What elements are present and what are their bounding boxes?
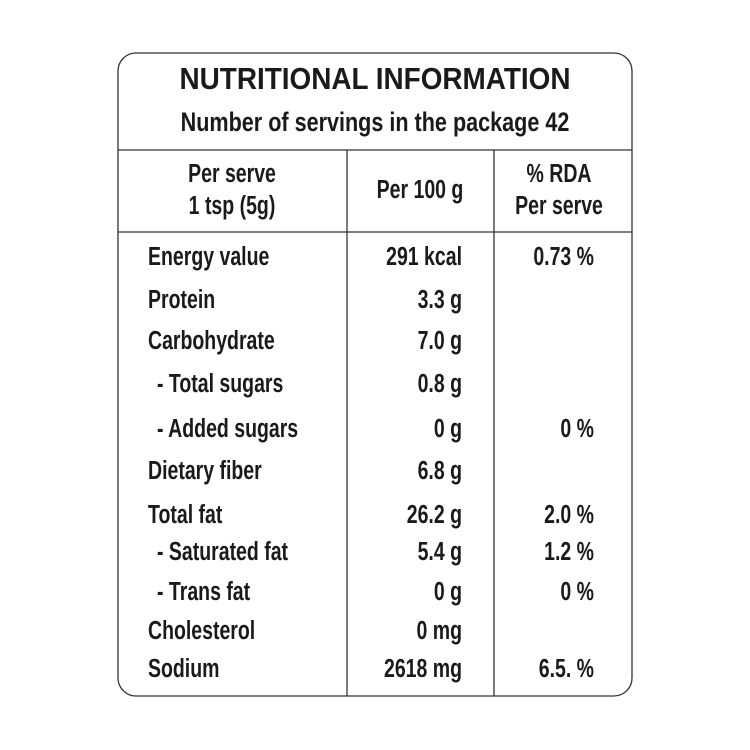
nutrient-name: Cholesterol xyxy=(148,615,255,644)
label-border xyxy=(117,52,633,697)
per-100g-value: 7.0 g xyxy=(418,325,462,354)
per-100g-value: 5.4 g xyxy=(418,536,462,565)
title: NUTRITIONAL INFORMATION xyxy=(179,62,570,97)
nutrient-name: - Trans fat xyxy=(157,576,250,605)
column-header: 1 tsp (5g) xyxy=(189,190,276,219)
per-100g-value: 0 g xyxy=(434,413,462,442)
rda-value: 1.2 % xyxy=(544,536,594,565)
nutrient-name: - Added sugars xyxy=(157,413,298,442)
per-100g-value: 0.8 g xyxy=(418,368,462,397)
nutrient-name: Energy value xyxy=(148,241,269,270)
column-header: Per 100 g xyxy=(377,174,464,203)
nutrient-name: Total fat xyxy=(148,499,223,528)
nutrient-name: - Total sugars xyxy=(157,368,283,397)
per-100g-value: 6.8 g xyxy=(418,455,462,484)
nutrient-name: Carbohydrate xyxy=(148,325,275,354)
subtitle: Number of servings in the package 42 xyxy=(181,108,570,138)
nutrient-name: Sodium xyxy=(148,653,219,682)
nutrient-name: Protein xyxy=(148,284,215,313)
rda-value: 0.73 % xyxy=(533,241,594,270)
column-header: % RDA xyxy=(527,158,592,187)
rda-value: 0 % xyxy=(560,413,594,442)
rda-value: 6.5. % xyxy=(539,653,594,682)
per-100g-value: 0 g xyxy=(434,576,462,605)
per-100g-value: 2618 mg xyxy=(384,653,462,682)
nutrient-name: - Saturated fat xyxy=(157,536,288,565)
per-100g-value: 291 kcal xyxy=(386,241,462,270)
rda-value: 2.0 % xyxy=(544,499,594,528)
column-header: Per serve xyxy=(515,190,603,219)
nutrient-name: Dietary fiber xyxy=(148,455,262,484)
per-100g-value: 0 mg xyxy=(417,615,462,644)
column-header: Per serve xyxy=(188,158,276,187)
per-100g-value: 3.3 g xyxy=(418,284,462,313)
rda-value: 0 % xyxy=(560,576,594,605)
per-100g-value: 26.2 g xyxy=(407,499,462,528)
